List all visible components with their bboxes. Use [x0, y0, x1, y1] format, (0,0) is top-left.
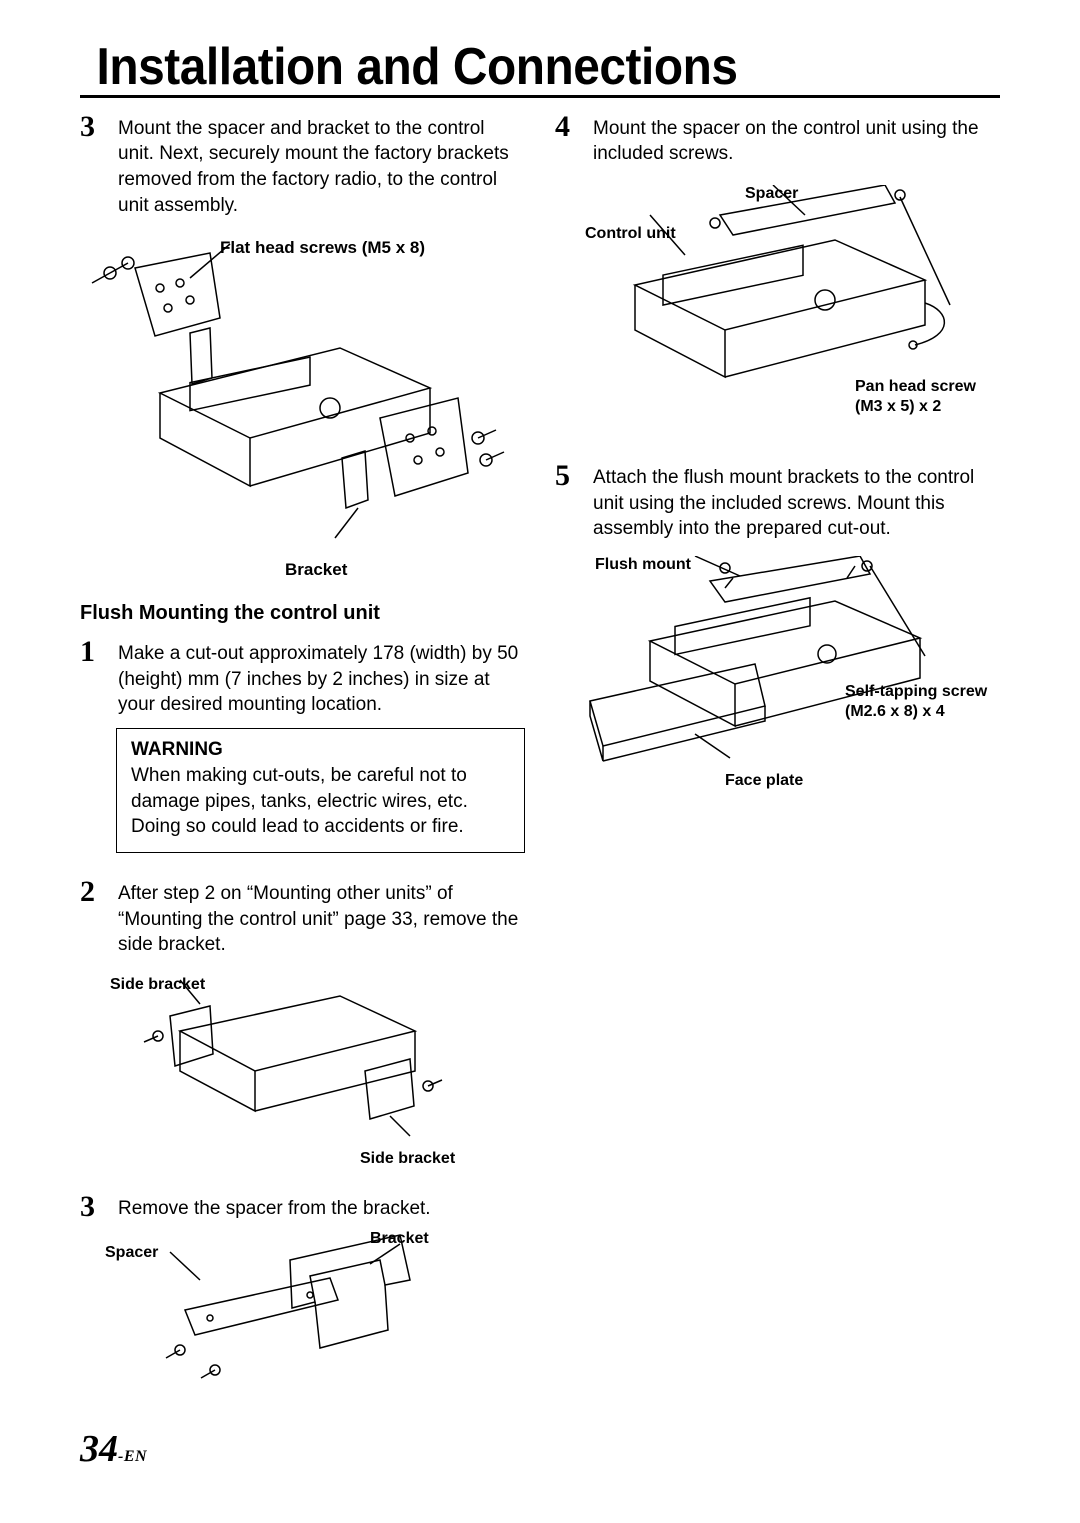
label-flat-head-screws: Flat head screws (M5 x 8)	[220, 238, 425, 258]
label-side-bracket-bottom: Side bracket	[360, 1150, 455, 1168]
step-text: Attach the flush mount brackets to the c…	[593, 459, 1000, 542]
warning-box: WARNING When making cut-outs, be careful…	[116, 728, 525, 853]
label-control-unit: Control unit	[585, 225, 676, 243]
step-number: 1	[80, 635, 106, 667]
step-number: 3	[80, 1190, 106, 1222]
figure-spacer-on-unit: Spacer Control unit	[555, 185, 1000, 445]
step-4: 4 Mount the spacer on the control unit u…	[555, 110, 1000, 167]
step-text: Mount the spacer and bracket to the cont…	[118, 110, 525, 219]
step-number: 2	[80, 875, 106, 907]
step-number: 3	[80, 110, 106, 142]
figure-side-bracket: Side bracket Side b	[80, 976, 525, 1176]
page-number-value: 34	[80, 1428, 118, 1470]
warning-header: WARNING	[131, 739, 510, 761]
step-number: 5	[555, 459, 581, 491]
subheading-flush-mount: Flush Mounting the control unit	[80, 602, 525, 625]
diagram-flush-mount	[555, 556, 985, 786]
step-1: 1 Make a cut-out approximately 178 (widt…	[80, 635, 525, 718]
title-bar: Installation and Connections	[80, 40, 1000, 98]
step-number: 4	[555, 110, 581, 142]
diagram-side-bracket	[110, 976, 480, 1156]
right-column: 4 Mount the spacer on the control unit u…	[555, 110, 1000, 1424]
label-pan-head-screw: Pan head screw (M3 x 5) x 2	[855, 377, 995, 417]
step-text: Remove the spacer from the bracket.	[118, 1190, 431, 1222]
warning-text: When making cut-outs, be careful not to …	[131, 763, 510, 840]
figure-bracket-assembly: Flat head screws (M5 x 8)	[80, 238, 525, 588]
diagram-bracket-assembly	[80, 238, 520, 558]
diagram-spacer-bracket	[110, 1230, 480, 1400]
step-3b: 3 Remove the spacer from the bracket.	[80, 1190, 525, 1222]
label-spacer-4: Spacer	[745, 185, 798, 203]
page-number-suffix: -EN	[118, 1448, 147, 1465]
step-text: Mount the spacer on the control unit usi…	[593, 110, 1000, 167]
figure-flush-mount: Flush mount	[555, 556, 1000, 816]
page-title: Installation and Connections	[80, 40, 926, 95]
step-3: 3 Mount the spacer and bracket to the co…	[80, 110, 525, 219]
label-bracket: Bracket	[285, 560, 347, 580]
label-self-tapping-screw: Self-tapping screw (M2.6 x 8) x 4	[845, 682, 1005, 722]
label-flush-mount: Flush mount	[595, 556, 691, 574]
label-side-bracket-top: Side bracket	[110, 976, 205, 994]
label-spacer: Spacer	[105, 1244, 158, 1262]
step-text: After step 2 on “Mounting other units” o…	[118, 875, 525, 958]
left-column: 3 Mount the spacer and bracket to the co…	[80, 110, 525, 1424]
page-number: 34-EN	[80, 1427, 147, 1471]
figure-spacer-bracket: Spacer Bracket	[80, 1230, 525, 1410]
label-face-plate: Face plate	[725, 772, 803, 790]
step-2: 2 After step 2 on “Mounting other units”…	[80, 875, 525, 958]
diagram-spacer-on-unit	[555, 185, 985, 405]
label-bracket-b: Bracket	[370, 1230, 429, 1248]
step-text: Make a cut-out approximately 178 (width)…	[118, 635, 525, 718]
step-5: 5 Attach the flush mount brackets to the…	[555, 459, 1000, 542]
two-column-layout: 3 Mount the spacer and bracket to the co…	[80, 110, 1000, 1424]
